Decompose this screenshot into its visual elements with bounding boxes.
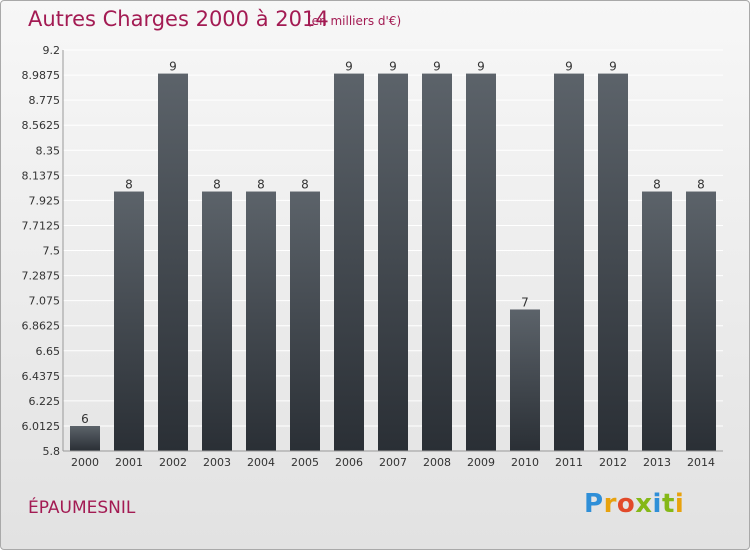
bar-2010 (510, 309, 540, 451)
y-tick-label: 6.0125 (22, 420, 61, 433)
bar-value-label: 9 (389, 60, 397, 74)
bar-value-label: 7 (521, 295, 529, 309)
y-tick-label: 6.225 (29, 395, 61, 408)
x-tick-label: 2004 (247, 456, 275, 469)
bar-2000 (70, 425, 100, 451)
bar-2014 (686, 191, 716, 451)
bars: 6 8 9 8 8 8 9 9 9 9 7 9 9 8 8 (70, 60, 716, 452)
y-tick-label: 8.9875 (22, 69, 61, 82)
x-tick-label: 2007 (379, 456, 407, 469)
bar-value-label: 8 (697, 178, 705, 192)
bar-2003 (202, 191, 232, 451)
bar-value-label: 8 (125, 178, 133, 192)
bar-value-label: 8 (213, 178, 221, 192)
bar-2002 (158, 73, 188, 452)
bar-value-label: 9 (477, 60, 485, 74)
bar-2013 (642, 191, 672, 451)
bar-value-label: 8 (257, 178, 265, 192)
city-name: ÉPAUMESNIL (28, 498, 136, 518)
y-tick-label: 6.8625 (22, 320, 61, 333)
y-tick-label: 6.65 (36, 345, 61, 358)
x-tick-label: 2013 (643, 456, 671, 469)
x-tick-label: 2010 (511, 456, 539, 469)
x-tick-label: 2012 (599, 456, 627, 469)
bar-2009 (466, 73, 496, 452)
bar-2005 (290, 191, 320, 451)
bar-value-label: 9 (433, 60, 441, 74)
x-tick-label: 2006 (335, 456, 363, 469)
bar-2006 (334, 73, 364, 452)
bar-value-label: 8 (301, 178, 309, 192)
bar-2011 (554, 73, 584, 452)
y-tick-label: 7.7125 (22, 219, 61, 232)
y-tick-label: 6.4375 (22, 370, 61, 383)
bar-value-label: 9 (345, 60, 353, 74)
y-tick-label: 7.5 (43, 245, 61, 258)
y-tick-label: 8.5625 (22, 119, 61, 132)
x-tick-label: 2000 (71, 456, 99, 469)
y-tick-label: 8.1375 (22, 169, 61, 182)
bar-value-label: 6 (81, 412, 89, 426)
x-tick-label: 2005 (291, 456, 319, 469)
y-tick-label: 8.775 (29, 94, 61, 107)
bar-2004 (246, 191, 276, 451)
bar-value-label: 9 (565, 60, 573, 74)
x-tick-label: 2008 (423, 456, 451, 469)
bar-value-label: 9 (169, 60, 177, 74)
proxiti-logo: Proxiti (584, 489, 685, 519)
bar-value-label: 9 (609, 60, 617, 74)
x-tick-label: 2011 (555, 456, 583, 469)
y-tick-label: 7.925 (29, 194, 61, 207)
x-tick-label: 2002 (159, 456, 187, 469)
y-tick-label: 7.2875 (22, 270, 61, 283)
y-tick-label: 8.35 (36, 144, 61, 157)
x-tick-label: 2014 (687, 456, 715, 469)
y-tick-label: 9.2 (43, 44, 61, 57)
bar-2008 (422, 73, 452, 452)
y-tick-label: 5.8 (43, 445, 61, 458)
x-tick-label: 2009 (467, 456, 495, 469)
chart-unit: (en milliers d'€) (307, 14, 402, 28)
bar-2012 (598, 73, 628, 452)
y-tick-label: 7.075 (29, 295, 61, 308)
bar-2001 (114, 191, 144, 451)
axes: 9.2 8.9875 8.775 8.5625 8.35 8.1375 7.925 7.712… (22, 44, 723, 469)
x-tick-label: 2003 (203, 456, 231, 469)
x-tick-label: 2001 (115, 456, 143, 469)
bar-value-label: 8 (653, 178, 661, 192)
chart-title: Autres Charges 2000 à 2014 (28, 7, 329, 31)
bar-2007 (378, 73, 408, 452)
